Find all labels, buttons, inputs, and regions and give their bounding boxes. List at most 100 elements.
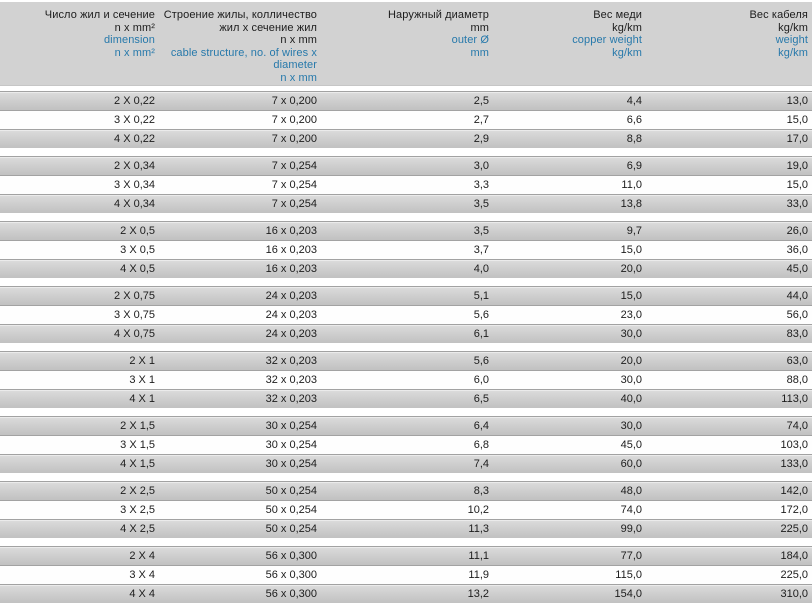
header-line-en: diameter	[273, 59, 317, 71]
table-cell-cable-weight: 172,0	[780, 504, 808, 516]
table-row: 4 X 2,5 50 x 0,254 11,3 99,0 225,0	[0, 519, 812, 538]
table-cell-copper-weight: 48,0	[620, 485, 642, 497]
table-cell-dimension: 2 X 1	[129, 355, 155, 367]
table-cell-cable-structure: 7 x 0,254	[271, 198, 317, 210]
table-cell-dimension: 2 X 0,22	[114, 95, 155, 107]
table-cell-copper-weight: 74,0	[620, 504, 642, 516]
table-row: 3 X 1 32 x 0,203 6,0 30,0 88,0	[0, 370, 812, 389]
row-group: 2 X 4 56 x 0,300 11,1 77,0 184,0 3 X 4 56 x 0,…	[0, 546, 812, 603]
header-line: Вес меди	[593, 9, 642, 21]
table-cell-copper-weight: 115,0	[615, 569, 642, 581]
table-cell-cable-weight: 19,0	[786, 160, 808, 172]
table-cell-cable-weight: 15,0	[786, 114, 808, 126]
table-cell-copper-weight: 11,0	[621, 179, 642, 191]
table-cell-dimension: 3 X 1,5	[120, 439, 155, 451]
table-cell-cable-weight: 26,0	[786, 225, 808, 237]
table-row: 2 X 0,22 7 x 0,200 2,5 4,4 13,0	[0, 91, 812, 110]
header-line: жил x сечение жил	[219, 21, 317, 34]
table-cell-cable-structure: 16 x 0,203	[265, 263, 317, 275]
table-cell-cable-structure: 32 x 0,203	[265, 393, 317, 405]
table-row: 2 X 1 32 x 0,203 5,6 20,0 63,0	[0, 351, 812, 370]
table-body: 2 X 0,22 7 x 0,200 2,5 4,4 13,0 3 X 0,22 7 x 0…	[0, 91, 812, 603]
table-cell-outer-diameter: 5,6	[473, 309, 489, 321]
header-line-en: kg/km	[612, 46, 642, 59]
header-cell-cable-structure: Строение жилы, колличество жил x сечение …	[160, 9, 325, 85]
table-cell-cable-structure: 30 x 0,254	[265, 439, 317, 451]
table-cell-cable-weight: 36,0	[786, 244, 808, 256]
table-cell-copper-weight: 8,8	[626, 133, 642, 145]
table-cell-cable-structure: 30 x 0,254	[265, 420, 317, 432]
table-cell-dimension: 2 X 0,75	[114, 290, 155, 302]
table-cell-dimension: 2 X 4	[129, 550, 155, 562]
header-line-en: n x mm	[280, 71, 317, 84]
table-cell-cable-weight: 133,0	[780, 458, 808, 470]
table-cell-outer-diameter: 11,3	[468, 523, 489, 535]
header-line-en: weight	[775, 34, 808, 46]
table-row: 2 X 0,34 7 x 0,254 3,0 6,9 19,0	[0, 156, 812, 175]
table-cell-cable-structure: 24 x 0,203	[265, 309, 317, 321]
table-cell-copper-weight: 13,8	[620, 198, 642, 210]
table-cell-dimension: 4 X 1,5	[120, 458, 155, 470]
table-cell-dimension: 3 X 0,75	[114, 309, 155, 321]
table-cell-copper-weight: 6,6	[626, 114, 642, 126]
table-cell-outer-diameter: 7,4	[473, 458, 489, 470]
table-cell-copper-weight: 4,4	[626, 95, 642, 107]
table-cell-cable-weight: 56,0	[786, 309, 808, 321]
table-cell-dimension: 3 X 0,22	[114, 114, 155, 126]
table-cell-cable-structure: 30 x 0,254	[265, 458, 317, 470]
table-cell-cable-weight: 83,0	[786, 328, 808, 340]
table-cell-cable-structure: 50 x 0,254	[265, 523, 317, 535]
header-line-en: copper weight	[572, 34, 642, 46]
table-cell-copper-weight: 20,0	[620, 355, 642, 367]
row-group: 2 X 0,22 7 x 0,200 2,5 4,4 13,0 3 X 0,22 7 x 0…	[0, 91, 812, 148]
table-cell-copper-weight: 99,0	[620, 523, 642, 535]
header-cell-copper-weight: Вес меди kg/km copper weight kg/km	[495, 9, 650, 85]
table-cell-cable-weight: 225,0	[780, 569, 808, 581]
table-cell-cable-structure: 7 x 0,254	[271, 179, 317, 191]
header-line-en: n x mm²	[114, 46, 155, 59]
table-cell-cable-structure: 56 x 0,300	[265, 569, 317, 581]
table-cell-copper-weight: 30,0	[620, 374, 642, 386]
table-cell-cable-structure: 7 x 0,200	[271, 114, 317, 126]
table-row: 2 X 0,75 24 x 0,203 5,1 15,0 44,0	[0, 286, 812, 305]
table-cell-cable-weight: 88,0	[786, 374, 808, 386]
table-cell-dimension: 4 X 0,5	[120, 263, 155, 275]
table-row: 3 X 0,75 24 x 0,203 5,6 23,0 56,0	[0, 305, 812, 324]
table-cell-cable-structure: 32 x 0,203	[265, 374, 317, 386]
table-cell-cable-weight: 15,0	[786, 179, 808, 191]
table-cell-outer-diameter: 5,1	[473, 290, 489, 302]
row-group: 2 X 1,5 30 x 0,254 6,4 30,0 74,0 3 X 1,5 30 x …	[0, 416, 812, 473]
table-cell-outer-diameter: 11,1	[468, 550, 489, 562]
table-cell-dimension: 4 X 0,22	[114, 133, 155, 145]
table-cell-cable-structure: 7 x 0,200	[271, 133, 317, 145]
table-cell-copper-weight: 154,0	[614, 588, 642, 600]
header-line-en: mm	[470, 46, 489, 59]
table-row: 4 X 0,34 7 x 0,254 3,5 13,8 33,0	[0, 194, 812, 213]
table-cell-cable-weight: 44,0	[786, 290, 808, 302]
table-row: 3 X 2,5 50 x 0,254 10,2 74,0 172,0	[0, 500, 812, 519]
table-row: 4 X 0,75 24 x 0,203 6,1 30,0 83,0	[0, 324, 812, 343]
table-cell-copper-weight: 15,0	[620, 290, 642, 302]
table-row: 3 X 0,34 7 x 0,254 3,3 11,0 15,0	[0, 175, 812, 194]
table-cell-copper-weight: 20,0	[620, 263, 642, 275]
table-cell-cable-weight: 17,0	[786, 133, 808, 145]
table-cell-outer-diameter: 3,7	[473, 244, 489, 256]
table-cell-cable-structure: 56 x 0,300	[265, 550, 317, 562]
table-cell-dimension: 4 X 1	[129, 393, 155, 405]
table-cell-cable-weight: 33,0	[786, 198, 808, 210]
table-cell-outer-diameter: 3,5	[473, 198, 489, 210]
table-cell-outer-diameter: 11,9	[468, 569, 489, 581]
table-cell-dimension: 4 X 2,5	[120, 523, 155, 535]
header-line-en: kg/km	[778, 46, 808, 59]
table-cell-cable-structure: 16 x 0,203	[265, 225, 317, 237]
header-line: Вес кабеля	[749, 9, 808, 21]
table-cell-cable-weight: 63,0	[786, 355, 808, 367]
table-cell-dimension: 3 X 4	[129, 569, 155, 581]
table-row: 4 X 0,22 7 x 0,200 2,9 8,8 17,0	[0, 129, 812, 148]
table-cell-outer-diameter: 2,5	[473, 95, 489, 107]
table-cell-copper-weight: 9,7	[626, 225, 642, 237]
row-group: 2 X 2,5 50 x 0,254 8,3 48,0 142,0 3 X 2,5 50 x…	[0, 481, 812, 538]
table-cell-dimension: 2 X 1,5	[120, 420, 155, 432]
table-cell-copper-weight: 30,0	[620, 328, 642, 340]
